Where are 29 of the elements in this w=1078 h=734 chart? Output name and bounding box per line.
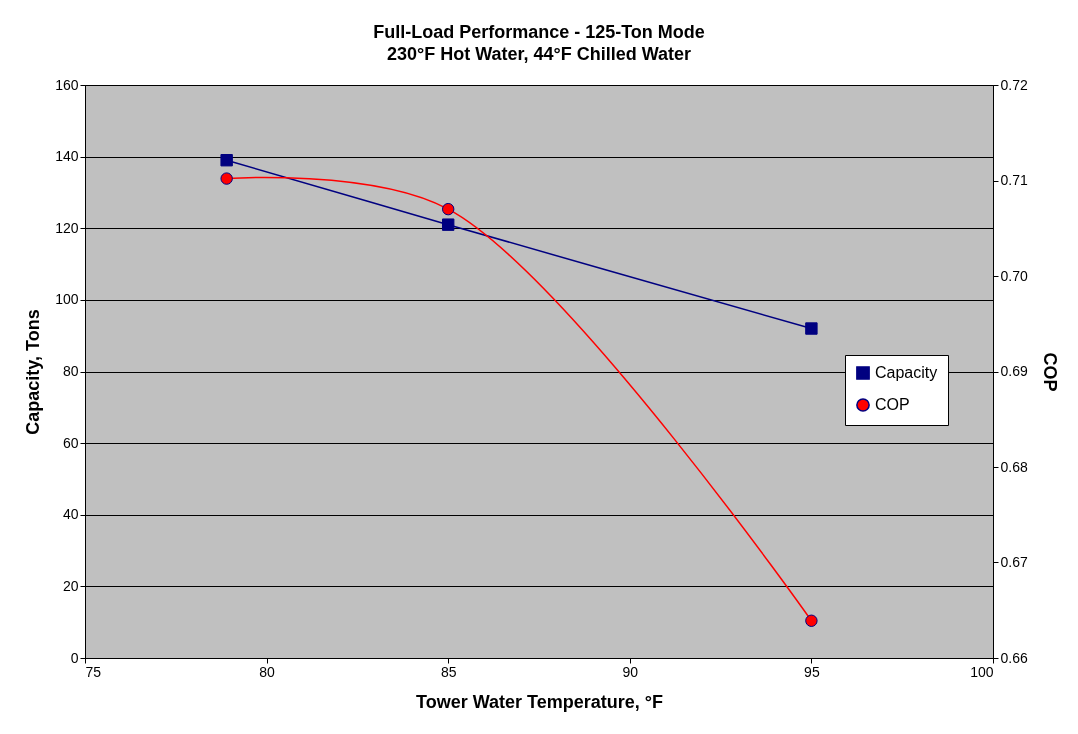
- legend-label: COP: [875, 396, 910, 413]
- y-tick-label: 140: [55, 148, 79, 165]
- y-tick-label: 160: [55, 76, 79, 93]
- x-tick-label: 95: [804, 663, 820, 680]
- y-tick-label: 0: [70, 649, 79, 666]
- y2-tick-label: 0.72: [1000, 76, 1028, 93]
- x-tick-label: 90: [622, 663, 639, 680]
- y-tick-label: 120: [55, 219, 79, 236]
- y-axis-title: Capacity, Tons: [23, 309, 44, 435]
- y-tick-label: 20: [62, 577, 79, 594]
- x-tick-label: 100: [970, 663, 994, 680]
- y-tick-label: 100: [55, 291, 79, 308]
- y-tick-label: 40: [62, 506, 79, 523]
- y2-tick-label: 0.67: [1000, 554, 1028, 570]
- y2-tick-label: 0.70: [1000, 267, 1028, 284]
- y2-tick-label: 0.69: [1000, 363, 1028, 379]
- y2-tick-label: 0.68: [1000, 458, 1028, 475]
- legend-label: Capacity: [875, 364, 938, 381]
- y2-tick-label: 0.71: [1000, 172, 1028, 188]
- y-tick-label: 60: [62, 434, 79, 451]
- x-tick-label: 80: [259, 663, 276, 680]
- y2-tick-label: 0.66: [1000, 649, 1028, 666]
- x-tick-label: 75: [85, 663, 102, 680]
- x-tick-label: 85: [440, 663, 457, 680]
- y-tick-label: 80: [62, 363, 79, 379]
- chart-subtitle: 230°F Hot Water, 44°F Chilled Water: [386, 44, 692, 64]
- y2-axis-title: COP: [1039, 352, 1060, 392]
- chart-title: Full-Load Performance - 125-Ton Mode: [373, 22, 705, 42]
- x-axis-title: Tower Water Temperature, °F: [416, 691, 663, 712]
